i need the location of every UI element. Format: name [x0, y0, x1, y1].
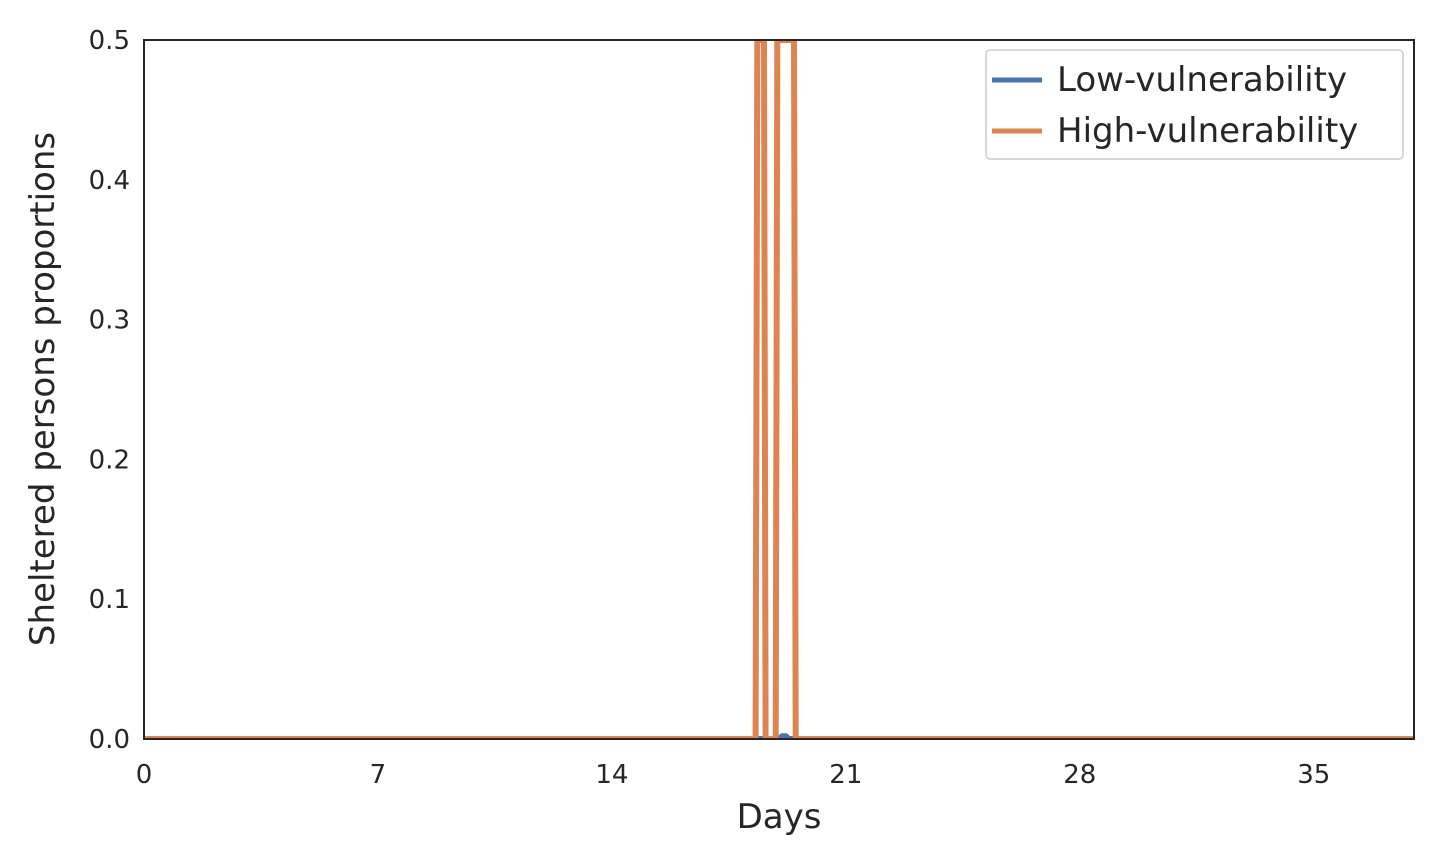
x-tick-label: 21: [829, 760, 862, 790]
x-tick-label: 28: [1063, 760, 1096, 790]
x-tick-label: 14: [595, 760, 628, 790]
legend-label-low-vulnerability: Low-vulnerability: [1057, 60, 1347, 100]
x-tick-label: 35: [1297, 760, 1330, 790]
y-tick-label: 0.2: [89, 445, 130, 475]
plot-frame: [143, 39, 1415, 740]
y-axis-ticks: 0.0 0.1 0.2 0.3 0.4 0.5: [89, 26, 130, 755]
series-line-high-vulnerability: [144, 40, 1414, 739]
y-tick-label: 0.0: [89, 725, 130, 755]
series-line-low-vulnerability: [144, 733, 1414, 739]
legend: Low-vulnerability High-vulnerability: [985, 49, 1404, 160]
series-layer: [144, 40, 1414, 739]
x-axis-ticks: 0 7 14 21 28 35: [136, 760, 1331, 790]
x-axis-label: Days: [737, 797, 822, 837]
y-tick-label: 0.3: [89, 306, 130, 336]
y-tick-label: 0.4: [89, 166, 130, 196]
x-tick-label: 7: [370, 760, 387, 790]
legend-label-high-vulnerability: High-vulnerability: [1057, 111, 1358, 151]
legend-box: [985, 49, 1404, 160]
y-tick-label: 0.1: [89, 585, 130, 615]
y-tick-label: 0.5: [89, 26, 130, 56]
y-axis-label: Sheltered persons proportions: [23, 132, 63, 646]
x-tick-label: 0: [136, 760, 153, 790]
